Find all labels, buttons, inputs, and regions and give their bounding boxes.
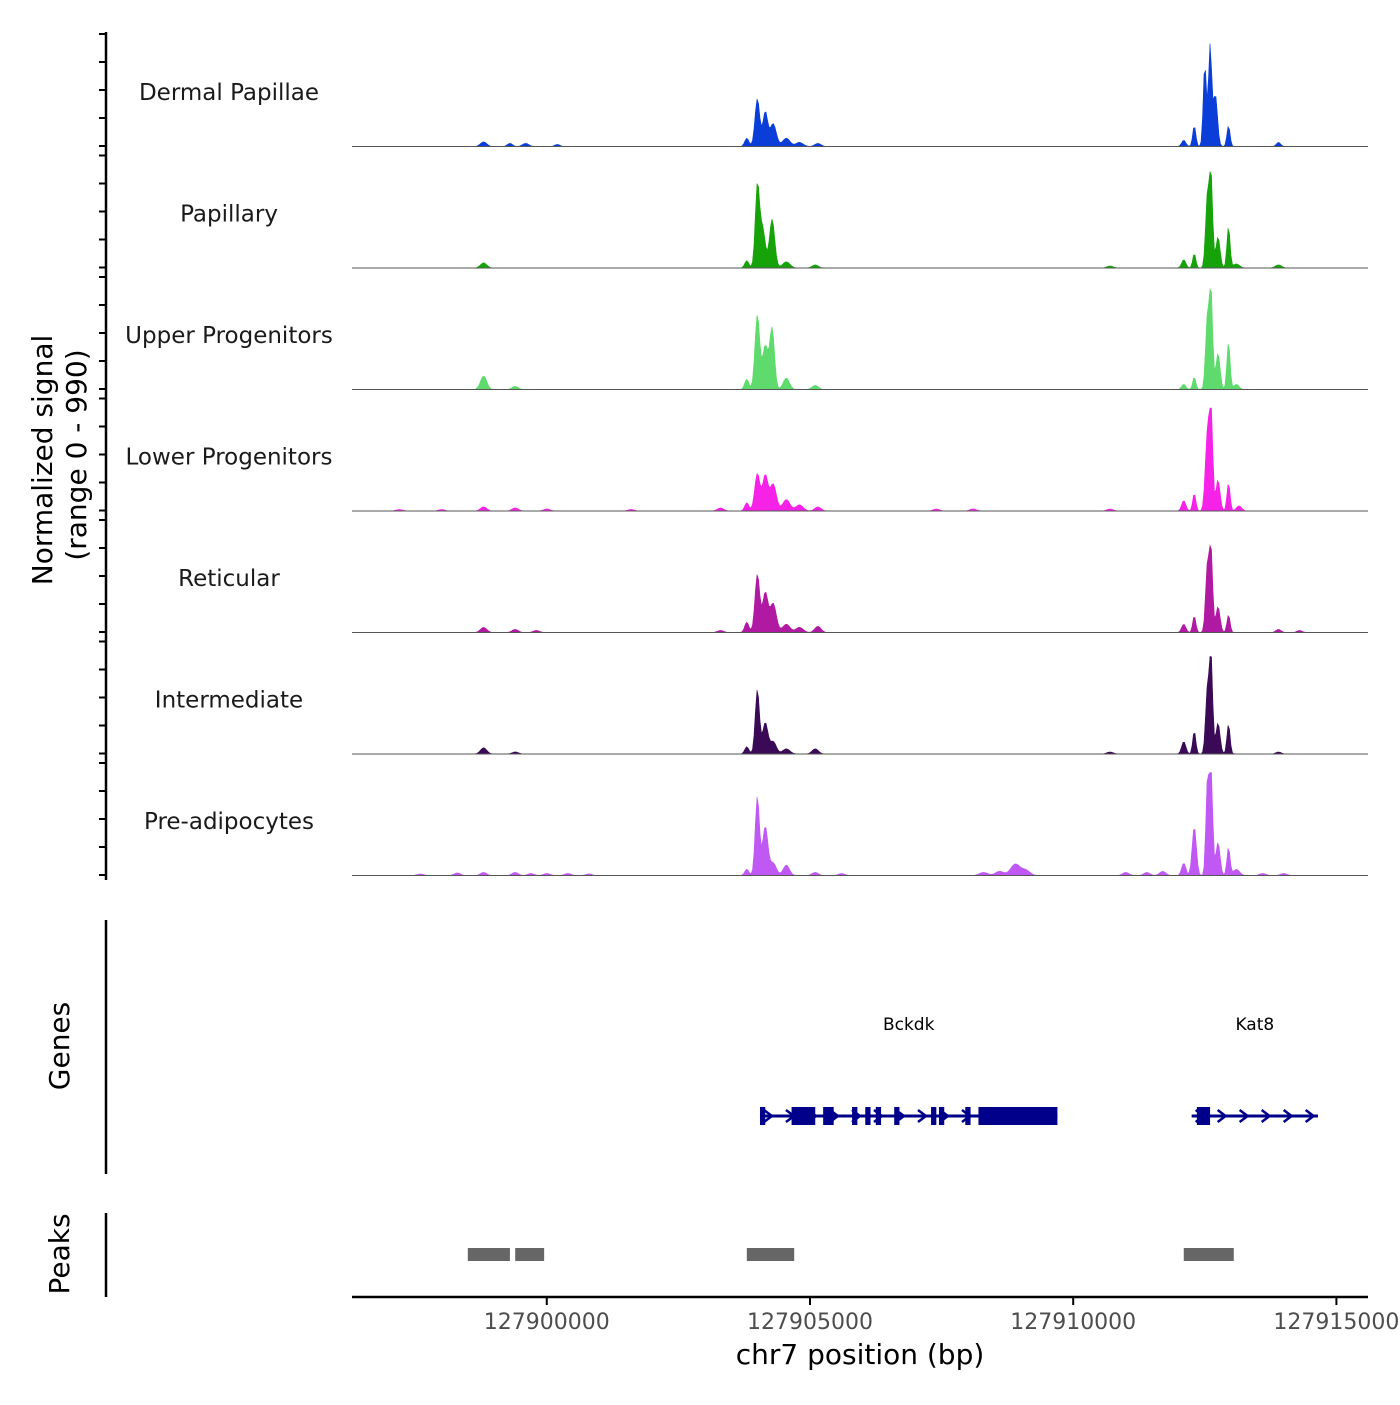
coverage-area	[352, 655, 1368, 755]
track-intermediate: Intermediate	[155, 655, 1368, 755]
y-axis-title: Normalized signal	[26, 335, 59, 586]
x-axis: 127900000 127905000 127910000 127915000	[352, 1295, 1399, 1335]
y-axis-range: (range 0 - 990)	[60, 349, 93, 560]
x-tick-label: 127900000	[484, 1310, 610, 1335]
track-label: Papillary	[180, 202, 278, 228]
x-axis-title: chr7 position (bp)	[736, 1338, 985, 1371]
genes-track-title: Genes	[43, 1002, 76, 1090]
gene-kat8: Kat8	[1191, 1015, 1318, 1125]
exon	[791, 1107, 816, 1125]
track-papillary: Papillary	[180, 171, 1368, 269]
coverage-tracks: Dermal Papillae Papillary Upper Progenitor…	[125, 43, 1368, 876]
track-pre-adipocytes: Pre-adipocytes	[144, 772, 1368, 876]
exon	[965, 1107, 971, 1125]
track-label: Pre-adipocytes	[144, 809, 314, 835]
peak-region	[515, 1248, 545, 1261]
strand-arrow	[1216, 1109, 1228, 1123]
track-dermal-papillae: Dermal Papillae	[139, 43, 1368, 147]
peak-region	[467, 1248, 510, 1261]
track-reticular: Reticular	[178, 544, 1368, 633]
gene-bckdk: Bckdk	[759, 1015, 1058, 1125]
exon	[865, 1107, 871, 1125]
track-label: Intermediate	[155, 688, 303, 714]
coverage-area	[352, 772, 1368, 876]
coverage-area	[352, 544, 1368, 633]
track-label: Upper Progenitors	[125, 323, 333, 349]
strand-arrow	[1282, 1109, 1294, 1123]
track-label: Dermal Papillae	[139, 80, 319, 106]
exon	[759, 1107, 766, 1125]
y-axis	[99, 32, 108, 880]
peaks-track	[104, 1213, 1234, 1297]
exon	[852, 1107, 858, 1125]
exon	[823, 1107, 834, 1125]
coverage-area	[352, 288, 1368, 390]
exon	[875, 1107, 882, 1125]
peak-region	[746, 1248, 795, 1261]
coverage-area	[352, 43, 1368, 147]
gene-label: Bckdk	[883, 1015, 935, 1035]
track-label: Reticular	[178, 566, 280, 592]
peak-region	[1183, 1248, 1234, 1261]
genes-track: Bckdk Kat8	[104, 920, 1318, 1174]
peaks-track-title: Peaks	[43, 1213, 76, 1294]
track-lower-progenitors: Lower Progenitors	[126, 407, 1368, 512]
coverage-area	[352, 407, 1368, 512]
exon	[894, 1107, 900, 1125]
coverage-area	[352, 171, 1368, 269]
exon	[938, 1107, 945, 1125]
x-tick-label: 127915000	[1273, 1310, 1399, 1335]
track-upper-progenitors: Upper Progenitors	[125, 288, 1368, 390]
exon	[978, 1107, 1058, 1125]
exon	[931, 1107, 937, 1125]
strand-arrow	[763, 1109, 775, 1123]
x-tick-label: 127905000	[747, 1310, 873, 1335]
x-tick-label: 127910000	[1010, 1310, 1136, 1335]
strand-arrow	[1238, 1109, 1250, 1123]
gene-label: Kat8	[1235, 1015, 1274, 1035]
strand-arrow	[1260, 1109, 1272, 1123]
track-label: Lower Progenitors	[126, 445, 333, 471]
strand-arrow	[917, 1109, 929, 1123]
exon	[1196, 1107, 1211, 1125]
strand-arrow	[1304, 1109, 1316, 1123]
